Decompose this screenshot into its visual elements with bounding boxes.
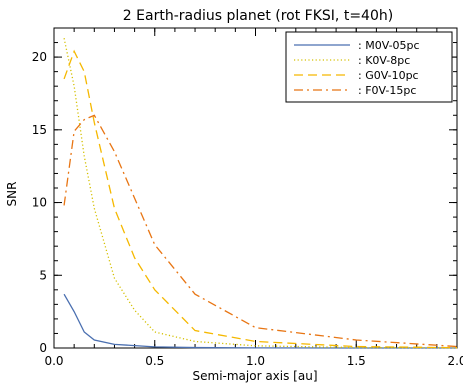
x-tick-label: 2.0 [447,354,463,368]
series-layer [63,38,458,349]
x-tick-label: 0.5 [145,354,164,368]
series-line-3 [63,114,458,348]
legend-label-3: : F0V-15pc [358,84,416,97]
series-line-2 [63,49,458,349]
y-tick-label: 15 [32,123,47,137]
y-tick-label: 5 [39,268,47,282]
y-tick-label: 20 [32,50,47,64]
x-tick-label: 1.5 [347,354,366,368]
chart-title: 2 Earth-radius planet (rot FKSI, t=40h) [123,8,393,24]
y-tick-label: 10 [32,196,47,210]
legend-label-1: : K0V-8pc [358,54,410,67]
y-tick-label: 0 [39,341,47,355]
x-axis-label: Semi-major axis [au] [193,369,318,383]
legend-label-0: : M0V-05pc [358,39,420,52]
legend-label-2: : G0V-10pc [358,69,419,82]
series-line-0 [63,293,457,349]
legend: : M0V-05pc : K0V-8pc : G0V-10pc : F0V-15pc [285,31,453,103]
x-tick-label: 0.0 [44,354,63,368]
legend-box [285,31,453,103]
y-axis-label: SNR [5,182,19,207]
y-axis: 0 5 10 15 20 [32,27,457,355]
x-tick-label: 1.0 [246,354,265,368]
